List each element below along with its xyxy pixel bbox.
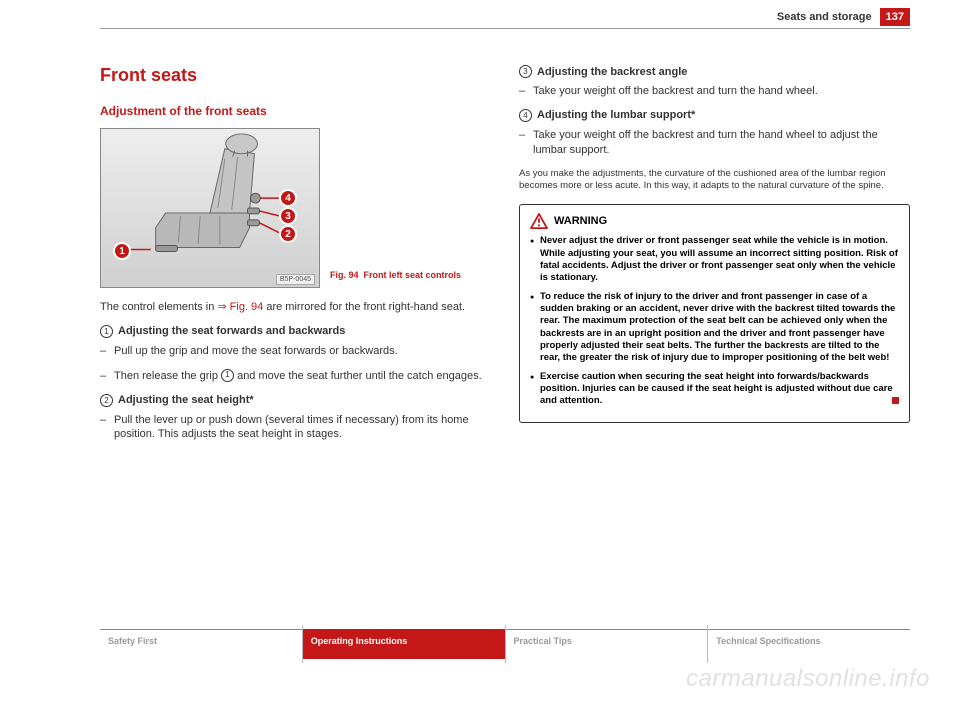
step1-item-a: Pull up the grip and move the seat forwa… xyxy=(100,344,491,359)
seat-figure: 1 2 3 4 B5P-0045 xyxy=(100,128,320,288)
warning-box: WARNING Never adjust the driver or front… xyxy=(519,204,910,422)
lumbar-note: As you make the adjustments, the curvatu… xyxy=(519,168,910,193)
section-name: Seats and storage xyxy=(777,11,872,23)
step3-heading: 3 Adjusting the backrest angle xyxy=(519,65,910,78)
right-column: 3 Adjusting the backrest angle Take your… xyxy=(519,65,910,452)
warning-item-3: Exercise caution when securing the seat … xyxy=(530,371,899,408)
heading-main: Front seats xyxy=(100,65,491,86)
step1-heading: 1 Adjusting the seat forwards and backwa… xyxy=(100,325,491,338)
warning-icon xyxy=(530,213,548,229)
callout-4: 4 xyxy=(279,189,297,207)
page-number: 137 xyxy=(880,8,910,26)
step2-title: Adjusting the seat height* xyxy=(118,394,254,406)
step3-item-a: Take your weight off the backrest and tu… xyxy=(519,84,910,99)
step1-title: Adjusting the seat forwards and backward… xyxy=(118,325,345,337)
nav-practical[interactable]: Practical Tips xyxy=(506,629,708,659)
content-columns: Front seats Adjustment of the front seat… xyxy=(100,65,910,452)
step3-title: Adjusting the backrest angle xyxy=(537,66,687,78)
step1-item-b: Then release the grip 1 and move the sea… xyxy=(100,369,491,384)
warning-label: WARNING xyxy=(554,215,607,227)
warning-item-2: To reduce the risk of injury to the driv… xyxy=(530,291,899,365)
step4-heading: 4 Adjusting the lumbar support* xyxy=(519,109,910,122)
nav-safety[interactable]: Safety First xyxy=(100,629,302,659)
caption-text: Front left seat controls xyxy=(364,270,462,280)
step1b-pre: Then release the grip xyxy=(114,370,221,382)
running-header: Seats and storage 137 xyxy=(777,8,910,26)
nav-operating[interactable]: Operating Instructions xyxy=(303,629,505,659)
step2-num: 2 xyxy=(100,394,113,407)
step4-item-a: Take your weight off the backrest and tu… xyxy=(519,128,910,158)
callout-2: 2 xyxy=(279,225,297,243)
step1-num: 1 xyxy=(100,325,113,338)
figure-row: 1 2 3 4 B5P-0045 Fig. 94 Front left seat… xyxy=(100,128,491,288)
warning-header: WARNING xyxy=(530,213,899,229)
watermark: carmanualsonline.info xyxy=(686,665,930,693)
step2-heading: 2 Adjusting the seat height* xyxy=(100,394,491,407)
top-rule xyxy=(100,28,910,29)
step2-item-a: Pull the lever up or push down (several … xyxy=(100,413,491,443)
intro-post: are mirrored for the front right-hand se… xyxy=(263,301,465,313)
step4-title: Adjusting the lumbar support* xyxy=(537,109,695,121)
left-column: Front seats Adjustment of the front seat… xyxy=(100,65,491,452)
warning-item-1: Never adjust the driver or front passeng… xyxy=(530,235,899,284)
page: Seats and storage 137 Front seats Adjust… xyxy=(0,0,960,701)
intro-ref: ⇒ Fig. 94 xyxy=(217,301,263,313)
intro-pre: The control elements in xyxy=(100,301,217,313)
step3-num: 3 xyxy=(519,65,532,78)
step1b-num: 1 xyxy=(221,369,234,382)
figure-code: B5P-0045 xyxy=(276,274,315,285)
bottom-nav: Safety First Operating Instructions Prac… xyxy=(100,629,910,659)
callout-1: 1 xyxy=(113,242,131,260)
caption-prefix: Fig. 94 xyxy=(330,270,359,280)
callout-3: 3 xyxy=(279,207,297,225)
figure-caption: Fig. 94 Front left seat controls xyxy=(330,270,461,288)
end-mark xyxy=(892,397,899,404)
step4-num: 4 xyxy=(519,109,532,122)
step1b-post: and move the seat further until the catc… xyxy=(234,370,482,382)
intro-text: The control elements in ⇒ Fig. 94 are mi… xyxy=(100,300,491,315)
nav-technical[interactable]: Technical Specifications xyxy=(708,629,910,659)
heading-sub: Adjustment of the front seats xyxy=(100,104,491,118)
warning-item-3-text: Exercise caution when securing the seat … xyxy=(540,371,893,407)
